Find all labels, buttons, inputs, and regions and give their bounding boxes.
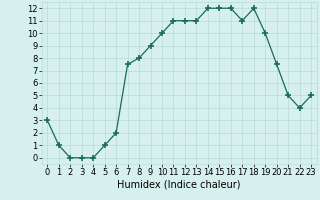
X-axis label: Humidex (Indice chaleur): Humidex (Indice chaleur) — [117, 180, 241, 190]
